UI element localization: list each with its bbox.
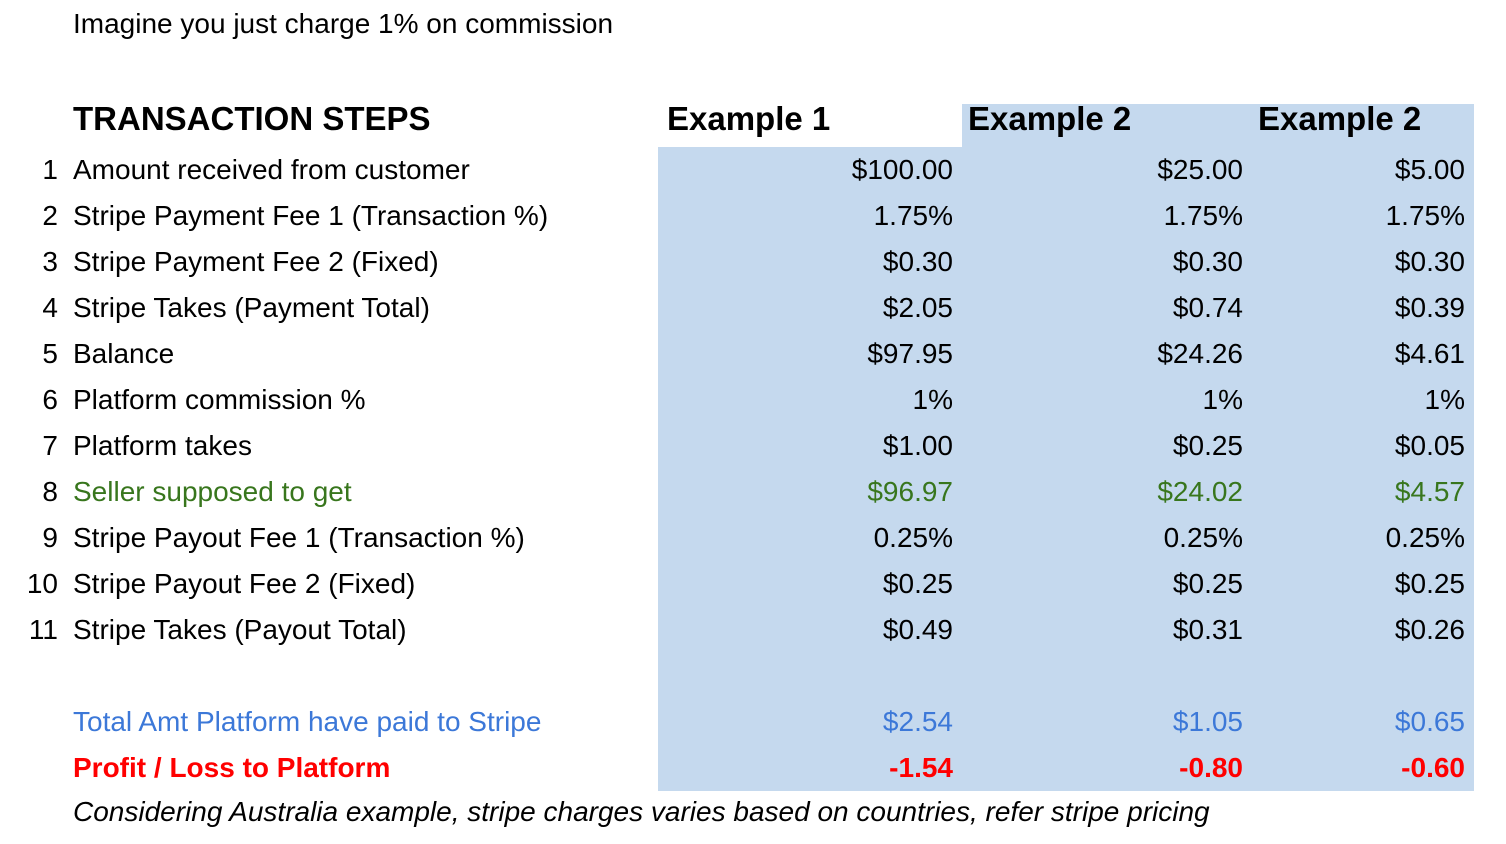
row-label: Stripe Takes (Payout Total) <box>73 614 407 645</box>
example-2-value: $0.30 <box>1172 246 1243 277</box>
example-3-value: $0.05 <box>1394 430 1465 461</box>
example-1-value: $1.00 <box>882 430 953 461</box>
steps-header: TRANSACTION STEPS <box>73 100 431 137</box>
example-3-header: Example 2 <box>1258 100 1422 137</box>
table-row: 5 Balance $97.95 $24.26 $4.61 <box>0 332 1506 378</box>
example-2-value: $1.05 <box>1172 706 1243 737</box>
row-number: 2 <box>42 200 58 231</box>
table-row: 7 Platform takes $1.00 $0.25 $0.05 <box>0 424 1506 470</box>
row-number: 10 <box>26 568 58 599</box>
row-number: 5 <box>42 338 58 369</box>
example-3-value: $0.65 <box>1394 706 1465 737</box>
example-1-value: $0.49 <box>882 614 953 645</box>
row-number: 1 <box>42 154 58 185</box>
example-2-value: $25.00 <box>1157 154 1243 185</box>
table-row: 6 Platform commission % 1% 1% 1% <box>0 378 1506 424</box>
example-2-value: $0.74 <box>1172 292 1243 323</box>
example-1-value: $0.30 <box>882 246 953 277</box>
table-row: 4 Stripe Takes (Payment Total) $2.05 $0.… <box>0 286 1506 332</box>
example-1-value: $2.05 <box>882 292 953 323</box>
example-2-value: -0.80 <box>1179 752 1243 783</box>
table-row: 3 Stripe Payment Fee 2 (Fixed) $0.30 $0.… <box>0 240 1506 286</box>
footnote: Considering Australia example, stripe ch… <box>73 796 1210 827</box>
example-1-value: $96.97 <box>867 476 953 507</box>
example-2-value: $24.26 <box>1157 338 1243 369</box>
table-row: 1 Amount received from customer $100.00 … <box>0 148 1506 194</box>
example-2-value: $0.25 <box>1172 430 1243 461</box>
example-3-value: $4.57 <box>1394 476 1465 507</box>
example-1-value: 1% <box>912 384 953 415</box>
row-number: 4 <box>42 292 58 323</box>
example-1-value: $2.54 <box>882 706 953 737</box>
example-2-value: $24.02 <box>1157 476 1243 507</box>
row-label: Seller supposed to get <box>73 476 352 507</box>
example-3-value: 0.25% <box>1385 522 1465 553</box>
example-3-value: $0.26 <box>1394 614 1465 645</box>
row-label: Stripe Payment Fee 2 (Fixed) <box>73 246 439 277</box>
total-paid-label: Total Amt Platform have paid to Stripe <box>73 706 542 737</box>
row-number: 6 <box>42 384 58 415</box>
total-paid-row: Total Amt Platform have paid to Stripe $… <box>0 700 1506 746</box>
row-number: 3 <box>42 246 58 277</box>
row-label: Amount received from customer <box>73 154 470 185</box>
row-label: Stripe Payment Fee 1 (Transaction %) <box>73 200 549 231</box>
example-1-value: $0.25 <box>882 568 953 599</box>
row-label: Stripe Payout Fee 2 (Fixed) <box>73 568 416 599</box>
row-number: 7 <box>42 430 58 461</box>
row-number: 9 <box>42 522 58 553</box>
example-3-value: 1% <box>1424 384 1465 415</box>
example-3-value: -0.60 <box>1401 752 1465 783</box>
example-1-header: Example 1 <box>667 100 831 137</box>
example-2-value: $0.25 <box>1172 568 1243 599</box>
row-number: 11 <box>28 614 58 645</box>
row-label: Balance <box>73 338 175 369</box>
profit-loss-label: Profit / Loss to Platform <box>73 752 391 783</box>
example-2-value: $0.31 <box>1172 614 1243 645</box>
example-3-value: $5.00 <box>1394 154 1465 185</box>
example-1-value: $100.00 <box>851 154 953 185</box>
table-row: 9 Stripe Payout Fee 1 (Transaction %) 0.… <box>0 516 1506 562</box>
row-label: Stripe Payout Fee 1 (Transaction %) <box>73 522 525 553</box>
example-3-value: $4.61 <box>1394 338 1465 369</box>
example-3-value: $0.30 <box>1394 246 1465 277</box>
table-row: 8 Seller supposed to get $96.97 $24.02 $… <box>0 470 1506 516</box>
example-2-value: 0.25% <box>1163 522 1243 553</box>
example-2-value: 1% <box>1202 384 1243 415</box>
row-label: Platform commission % <box>73 384 366 415</box>
example-1-value: $97.95 <box>867 338 953 369</box>
example-1-value: -1.54 <box>889 752 953 783</box>
profit-loss-row: Profit / Loss to Platform -1.54 -0.80 -0… <box>0 746 1506 792</box>
intro-text: Imagine you just charge 1% on commission <box>73 8 614 39</box>
example-2-value: 1.75% <box>1163 200 1243 231</box>
row-label: Platform takes <box>73 430 252 461</box>
table-row: 2 Stripe Payment Fee 1 (Transaction %) 1… <box>0 194 1506 240</box>
example-3-value: $0.39 <box>1394 292 1465 323</box>
table-row: 10 Stripe Payout Fee 2 (Fixed) $0.25 $0.… <box>0 562 1506 608</box>
example-3-value: $0.25 <box>1394 568 1465 599</box>
example-3-value: 1.75% <box>1385 200 1465 231</box>
values-background <box>658 147 1474 791</box>
example-1-value: 1.75% <box>873 200 953 231</box>
header-background <box>962 104 1474 147</box>
example-1-value: 0.25% <box>873 522 953 553</box>
example-2-header: Example 2 <box>968 100 1132 137</box>
table-row: 11 Stripe Takes (Payout Total) $0.49 $0.… <box>0 608 1506 654</box>
row-number: 8 <box>42 476 58 507</box>
row-label: Stripe Takes (Payment Total) <box>73 292 430 323</box>
